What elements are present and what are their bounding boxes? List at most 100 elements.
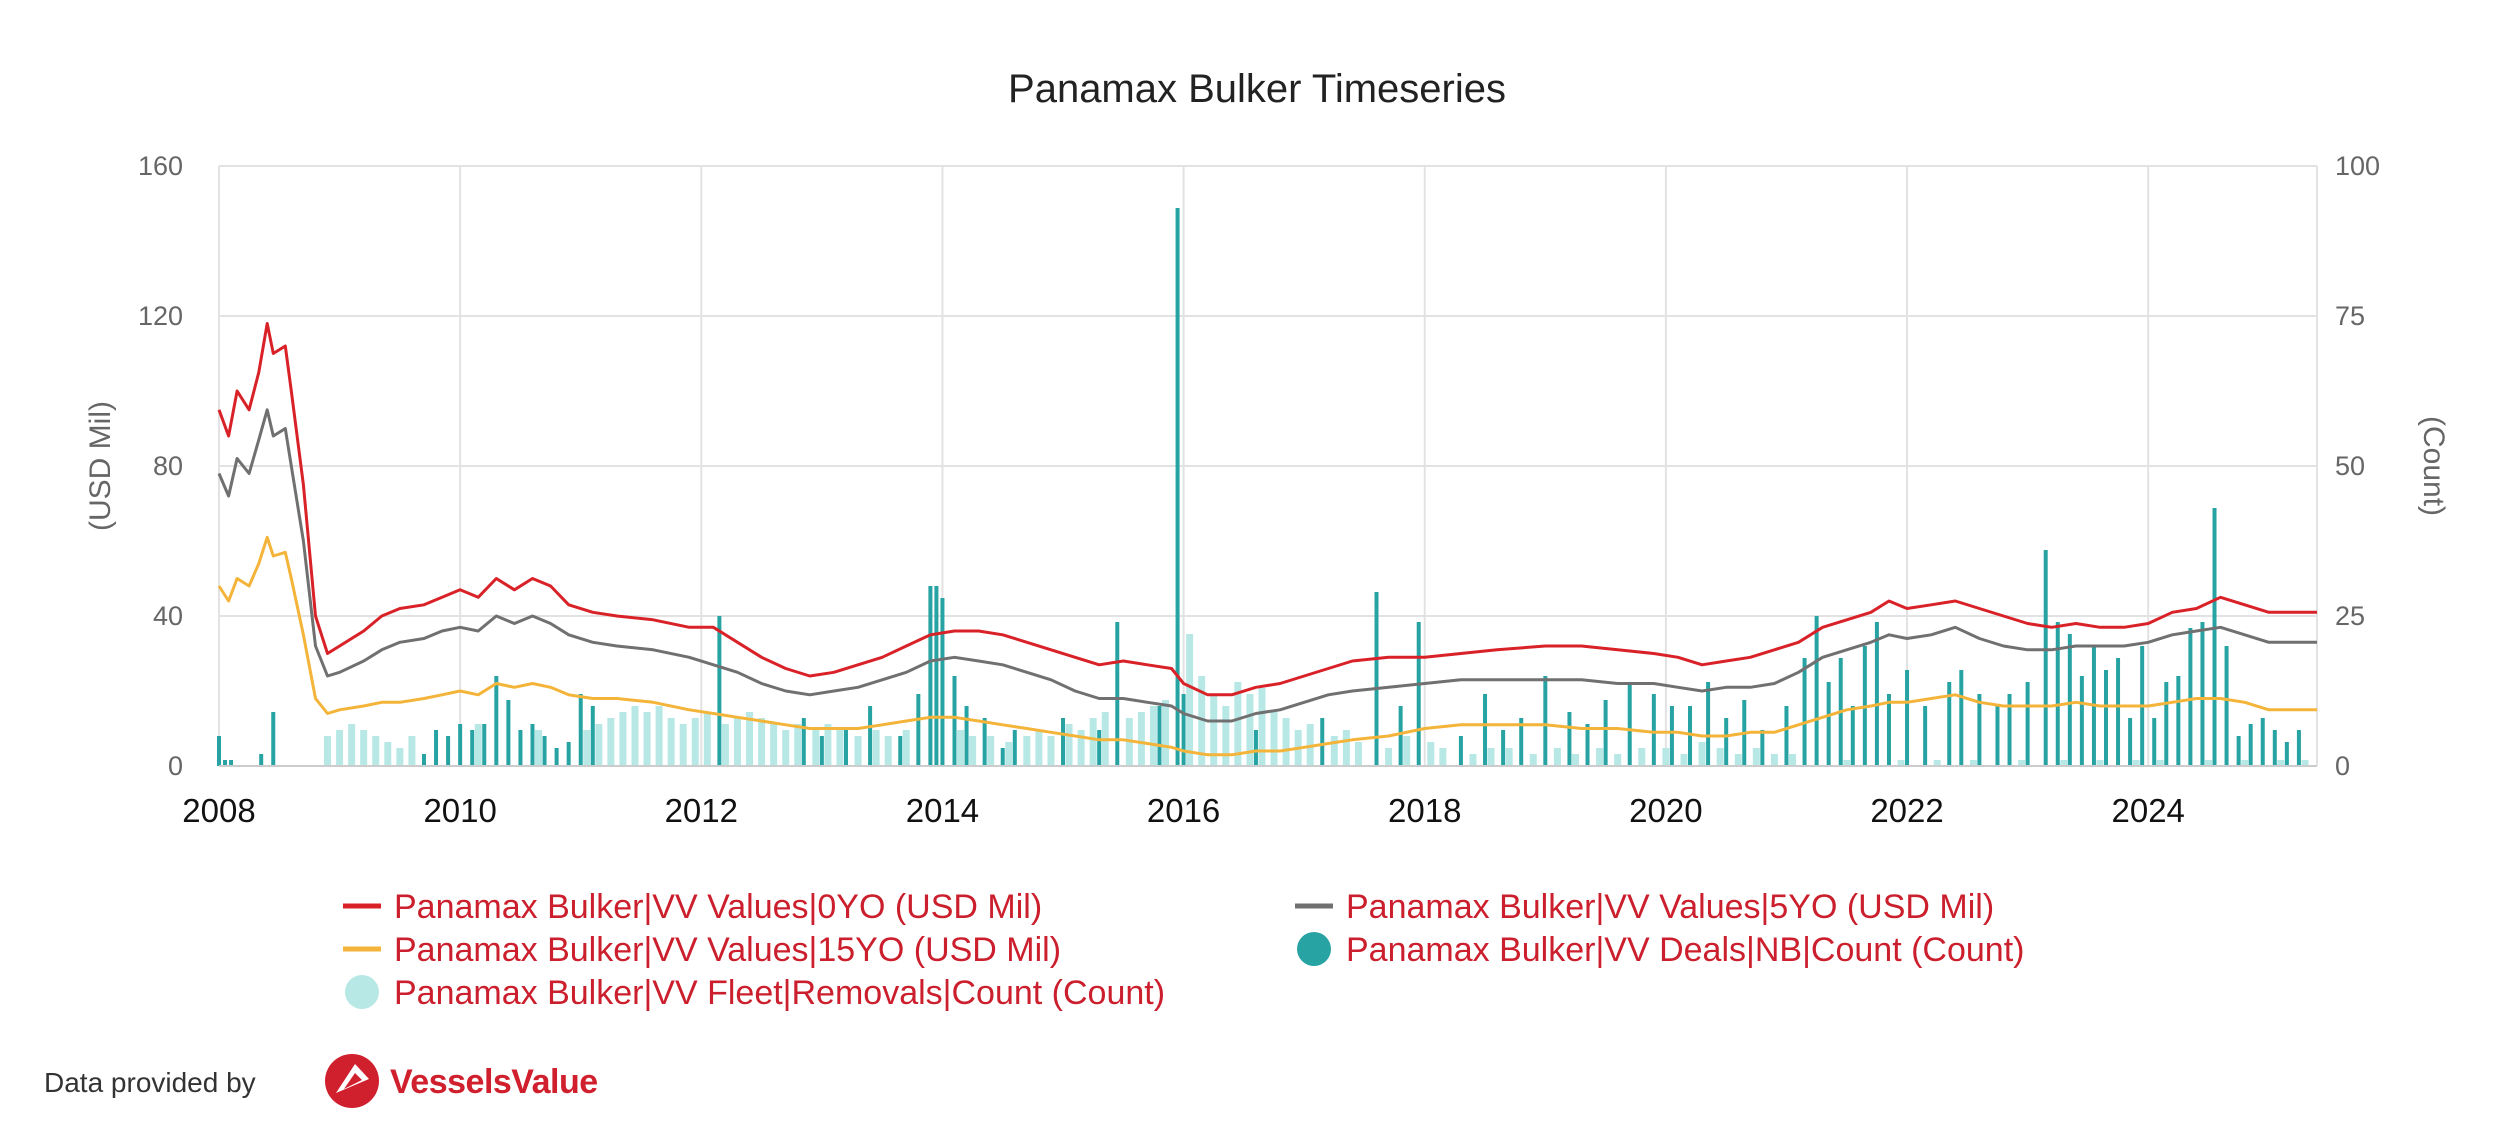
deals-bar bbox=[554, 748, 559, 766]
removals-bar bbox=[1198, 676, 1206, 766]
deals-bar bbox=[578, 694, 583, 766]
removals-bar bbox=[607, 718, 615, 766]
removals-bar bbox=[348, 724, 356, 766]
deals-bar bbox=[470, 730, 475, 766]
deals-bar bbox=[1374, 592, 1379, 766]
deals-bar bbox=[934, 586, 939, 766]
brand-name[interactable]: VesselsValue bbox=[390, 1063, 598, 1101]
removals-bar bbox=[384, 742, 392, 766]
y-right-tick-label: 100 bbox=[2335, 151, 2380, 181]
removals-bar bbox=[372, 736, 380, 766]
legend-label-removals[interactable]: Panamax Bulker|VV Fleet|Removals|Count (… bbox=[394, 974, 1165, 1012]
legend-label-v5[interactable]: Panamax Bulker|VV Values|5YO (USD Mil) bbox=[1346, 888, 1994, 926]
deals-bar bbox=[1115, 622, 1120, 766]
removals-bar bbox=[957, 730, 965, 766]
removals-bar bbox=[1270, 712, 1278, 766]
legend-label-deals[interactable]: Panamax Bulker|VV Deals|NB|Count (Count) bbox=[1346, 931, 2024, 969]
removals-bar bbox=[1342, 730, 1350, 766]
removals-bar bbox=[1005, 742, 1013, 766]
removals-bar bbox=[1553, 748, 1561, 766]
removals-bar bbox=[1571, 754, 1579, 766]
deals-bar bbox=[940, 598, 945, 766]
removals-bar bbox=[1162, 700, 1170, 766]
deals-bar bbox=[434, 730, 439, 766]
deals-bar bbox=[506, 700, 511, 766]
legend: Panamax Bulker|VV Values|0YO (USD Mil) Pa… bbox=[343, 888, 2024, 1012]
deals-bar bbox=[494, 676, 499, 766]
removals-bar bbox=[1969, 760, 1977, 766]
deals-bar bbox=[1802, 658, 1807, 766]
removals-bar bbox=[360, 730, 368, 766]
deals-bar bbox=[458, 724, 463, 766]
removals-bar bbox=[1897, 760, 1905, 766]
deals-bar bbox=[1959, 670, 1964, 766]
removals-bar bbox=[812, 730, 820, 766]
removals-bar bbox=[1789, 754, 1796, 766]
removals-bar bbox=[1770, 754, 1778, 766]
removals-bar bbox=[1077, 730, 1085, 766]
deals-bar bbox=[1995, 706, 2000, 766]
y-right-tick-label: 50 bbox=[2335, 451, 2365, 481]
deals-bar bbox=[2212, 508, 2217, 766]
legend-label-v0[interactable]: Panamax Bulker|VV Values|0YO (USD Mil) bbox=[394, 888, 1042, 926]
gridlines bbox=[218, 165, 2318, 767]
axes: 2008 2010 2012 2014 2016 2018 2020 2022 2024 0 40 8… bbox=[138, 151, 2380, 829]
removals-bar bbox=[1680, 754, 1688, 766]
deals-bar bbox=[1320, 718, 1325, 766]
deals-bar bbox=[1784, 706, 1789, 766]
y-right-tick-label: 75 bbox=[2335, 301, 2365, 331]
x-tick-label: 2016 bbox=[1147, 792, 1220, 829]
deals-bar bbox=[1814, 616, 1819, 766]
vesselsvalue-logo-icon[interactable] bbox=[325, 1054, 379, 1108]
legend-label-v15[interactable]: Panamax Bulker|VV Values|15YO (USD Mil) bbox=[394, 931, 1061, 969]
removals-bar bbox=[2096, 760, 2104, 766]
removals-bar bbox=[1137, 712, 1145, 766]
removals-bar bbox=[1933, 760, 1941, 766]
removals-bar bbox=[1662, 748, 1670, 766]
deals-bar bbox=[229, 760, 234, 766]
removals-bar bbox=[2301, 760, 2309, 766]
legend-swatch-deals[interactable] bbox=[1297, 932, 1331, 966]
removals-bar bbox=[1505, 748, 1513, 766]
deals-bar bbox=[1977, 694, 1982, 766]
deals-bar bbox=[1669, 706, 1674, 766]
removals-bar bbox=[836, 730, 844, 766]
removals-bar bbox=[1234, 682, 1242, 766]
deals-bar bbox=[2236, 736, 2241, 766]
removals-bar bbox=[2241, 760, 2249, 766]
removals-bar bbox=[1065, 724, 1073, 766]
removals-bar bbox=[1638, 748, 1646, 766]
removals-bar bbox=[1149, 706, 1157, 766]
removals-bar bbox=[1698, 742, 1706, 766]
removals-bar bbox=[794, 724, 802, 766]
removals-bar bbox=[1843, 760, 1851, 766]
removals-bar bbox=[1427, 742, 1435, 766]
deals-bar bbox=[1947, 682, 1952, 766]
removals-bar bbox=[1529, 754, 1537, 766]
removals-bar bbox=[2156, 760, 2164, 766]
removals-bar bbox=[1487, 748, 1495, 766]
removals-bar bbox=[336, 730, 344, 766]
removals-bar bbox=[1210, 694, 1218, 766]
y-right-tick-label: 25 bbox=[2335, 601, 2365, 631]
removals-bar bbox=[2132, 760, 2140, 766]
removals-bar bbox=[1469, 754, 1477, 766]
removals-bar bbox=[583, 730, 591, 766]
removals-bar bbox=[1734, 754, 1742, 766]
deals-bar bbox=[2188, 628, 2193, 766]
deals-bar bbox=[1543, 676, 1548, 766]
y-left-tick-label: 0 bbox=[168, 751, 183, 781]
legend-swatch-removals[interactable] bbox=[345, 975, 379, 1009]
removals-bar bbox=[1752, 748, 1760, 766]
deals-bar bbox=[1519, 718, 1524, 766]
value-lines bbox=[217, 322, 2317, 757]
x-tick-label: 2020 bbox=[1629, 792, 1702, 829]
deals-bar bbox=[2152, 718, 2157, 766]
deals-bar bbox=[2116, 658, 2121, 766]
deals-bar bbox=[2296, 730, 2301, 766]
removals-bar bbox=[643, 712, 651, 766]
y-left-tick-label: 40 bbox=[153, 601, 183, 631]
deals-bar bbox=[2007, 694, 2012, 766]
x-tick-label: 2010 bbox=[423, 792, 496, 829]
deals-bar bbox=[1874, 622, 1879, 766]
